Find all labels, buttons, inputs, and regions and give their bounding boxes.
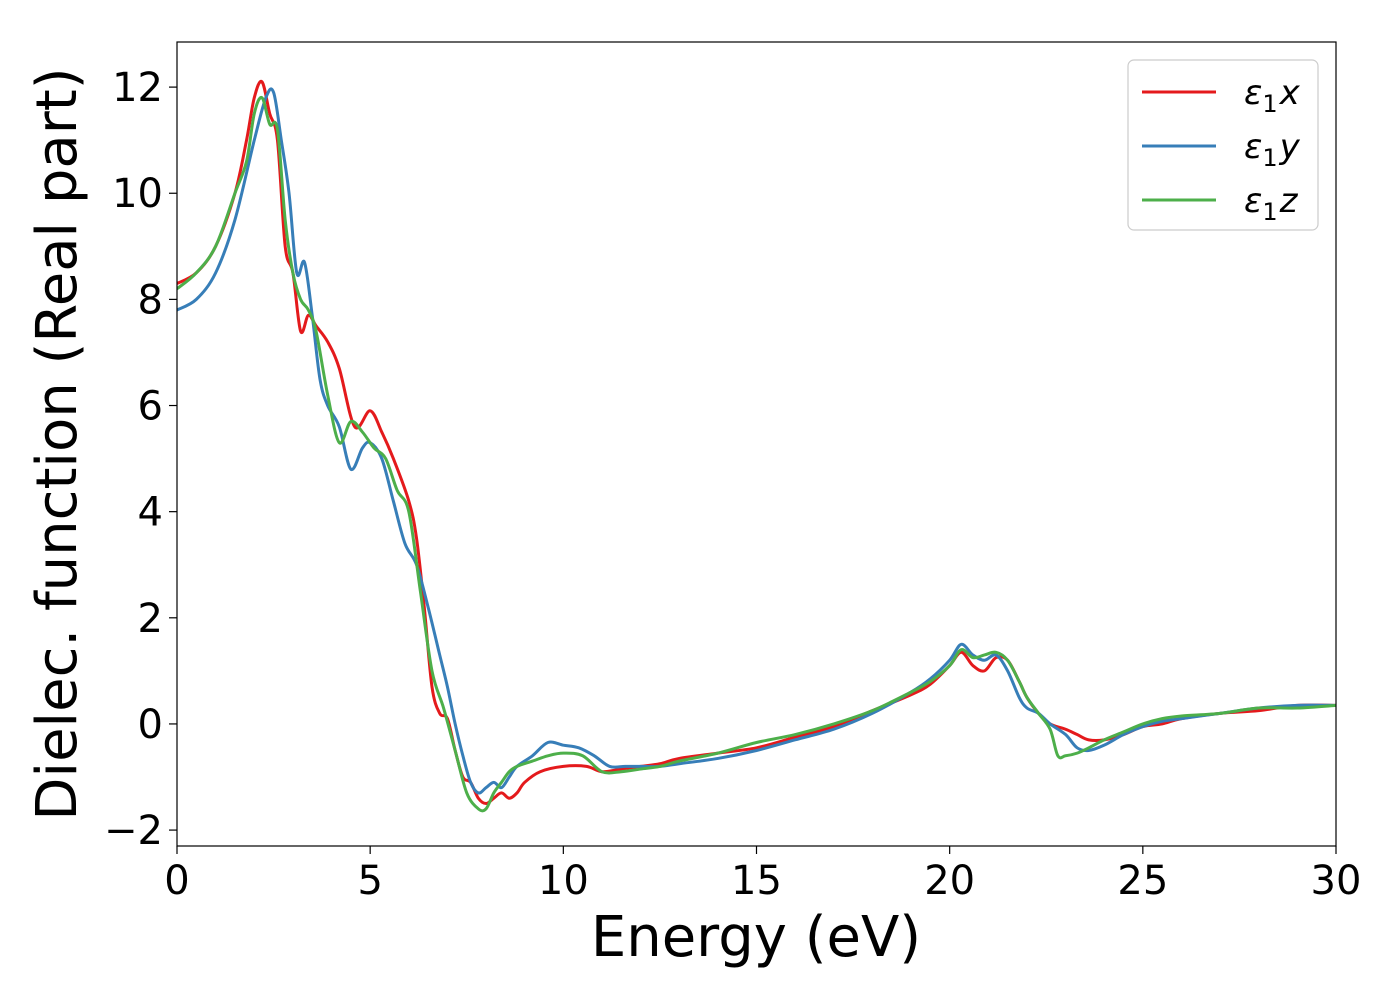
x-tick-label: 15 <box>731 858 782 904</box>
y-tick-label: 12 <box>112 65 163 111</box>
x-axis-title: Energy (eV) <box>591 905 921 970</box>
x-tick-label: 25 <box>1117 858 1168 904</box>
y-axis-title: Dielec. function (Real part) <box>25 67 90 820</box>
plot-frame <box>176 41 1337 847</box>
y-tick-label: 0 <box>138 702 163 748</box>
series-eps1y-line <box>177 87 1336 795</box>
y-tick-label: 6 <box>138 384 163 430</box>
x-tick-label: 10 <box>538 858 589 904</box>
legend-label-variable: x <box>1279 73 1301 113</box>
legend-label: ε1y <box>1244 127 1301 172</box>
y-tick-label: 2 <box>138 596 163 642</box>
series-eps1z-line <box>177 95 1336 813</box>
x-tick-label: 0 <box>164 858 189 904</box>
legend-label: ε1x <box>1244 73 1301 118</box>
x-tick-label: 30 <box>1311 858 1362 904</box>
legend-label: ε1z <box>1244 181 1299 226</box>
legend-label-symbol: ε <box>1244 73 1262 113</box>
y-tick-label: −2 <box>104 808 163 854</box>
x-tick-label: 5 <box>357 858 382 904</box>
legend-label-subscript: 1 <box>1262 198 1277 226</box>
y-tick-label: 4 <box>138 490 163 536</box>
legend-box <box>1127 59 1319 231</box>
legend-label-symbol: ε <box>1244 127 1262 167</box>
legend-label-subscript: 1 <box>1262 90 1277 118</box>
y-tick-label: 8 <box>138 277 163 323</box>
legend-label-subscript: 1 <box>1262 144 1277 172</box>
legend-label-variable: z <box>1279 181 1299 221</box>
x-tick-label: 20 <box>924 858 975 904</box>
legend-label-variable: y <box>1279 127 1301 167</box>
legend-label-symbol: ε <box>1244 181 1262 221</box>
y-tick-label: 10 <box>112 171 163 217</box>
series-layer <box>177 79 1336 813</box>
